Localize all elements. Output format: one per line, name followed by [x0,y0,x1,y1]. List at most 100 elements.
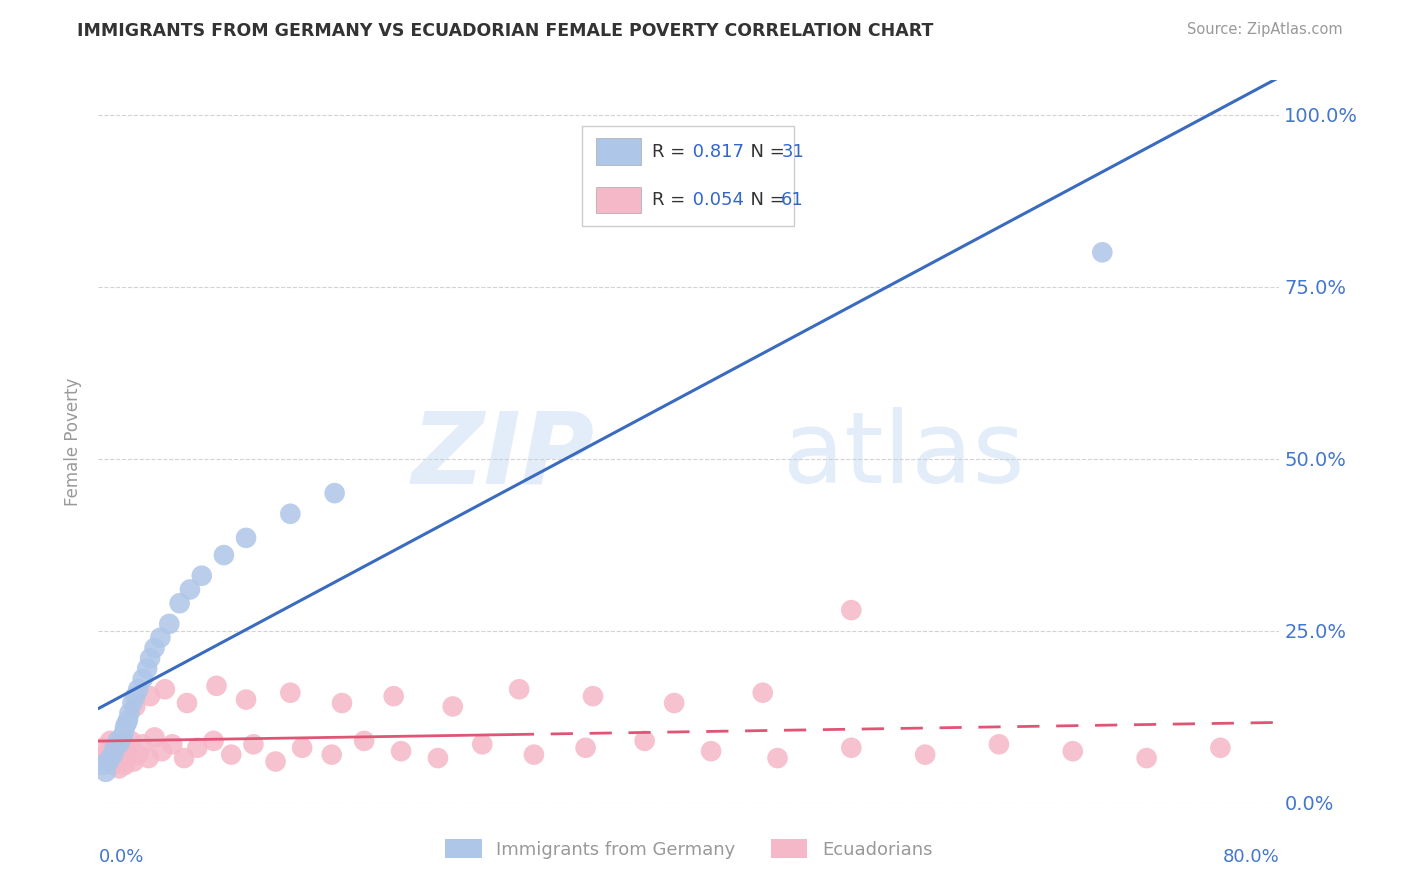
Point [107,734,129,748]
Text: N =: N = [740,143,790,161]
Point [115,716,138,731]
Point [186,740,208,755]
Point [149,631,172,645]
Point [382,689,405,703]
Point [124,699,146,714]
Point [264,755,287,769]
Point [752,686,775,700]
Point [111,755,134,769]
Text: 0.054: 0.054 [688,191,744,209]
Point [91,740,114,755]
Point [104,744,127,758]
Text: R =: R = [652,191,690,209]
Point [179,582,201,597]
Point [117,713,139,727]
Point [176,696,198,710]
Point [120,734,142,748]
Point [110,747,132,762]
Point [97,755,120,769]
Point [205,679,228,693]
Point [508,682,530,697]
Text: 0.817: 0.817 [688,143,744,161]
Point [441,699,464,714]
Point [841,603,863,617]
Point [98,734,121,748]
Point [143,640,166,655]
Text: R =: R = [652,143,690,161]
Point [94,755,117,769]
Point [914,747,936,762]
Point [353,734,375,748]
Point [242,737,264,751]
Point [1091,245,1114,260]
Point [471,737,494,751]
Text: Source: ZipAtlas.com: Source: ZipAtlas.com [1187,22,1343,37]
Point [132,672,155,686]
Point [108,737,131,751]
Point [1136,751,1159,765]
Point [700,744,723,758]
Point [124,689,146,703]
Point [988,737,1011,751]
Point [280,507,302,521]
Point [105,751,128,765]
Point [115,751,138,765]
Point [121,696,143,710]
Point [173,751,195,765]
Point [103,747,125,762]
Point [114,758,136,772]
Point [117,744,139,758]
Point [427,751,450,765]
Text: N =: N = [740,191,790,209]
Point [111,731,134,745]
Point [96,747,118,762]
Point [235,531,257,545]
Point [575,740,598,755]
Point [841,740,863,755]
Point [114,720,136,734]
Point [191,568,214,582]
Point [94,764,117,779]
Point [664,696,686,710]
Text: IMMIGRANTS FROM GERMANY VS ECUADORIAN FEMALE POVERTY CORRELATION CHART: IMMIGRANTS FROM GERMANY VS ECUADORIAN FE… [77,22,934,40]
Point [107,737,129,751]
Point [280,686,302,700]
Point [157,616,180,631]
Point [321,747,343,762]
Text: 61: 61 [782,191,804,209]
Point [108,761,131,775]
Text: 0.0%: 0.0% [98,847,143,865]
Point [766,751,789,765]
Point [143,731,166,745]
Point [118,706,141,721]
Point [153,682,176,697]
Point [127,682,149,697]
Text: ZIP: ZIP [412,408,595,505]
Point [122,755,145,769]
Point [136,662,159,676]
Point [132,737,155,751]
Point [323,486,346,500]
Text: atlas: atlas [783,408,1025,505]
Point [235,692,257,706]
Point [139,651,162,665]
Point [150,744,173,758]
Point [634,734,657,748]
Point [389,744,412,758]
Point [127,747,149,762]
Point [91,758,114,772]
Point [98,751,121,765]
Point [291,740,314,755]
Point [162,737,183,751]
Y-axis label: Female Poverty: Female Poverty [65,377,83,506]
Point [1209,740,1232,755]
Point [112,740,135,755]
Point [138,751,160,765]
Text: 31: 31 [782,143,804,161]
Point [523,747,546,762]
Point [139,689,162,703]
Legend: Immigrants from Germany, Ecuadorians: Immigrants from Germany, Ecuadorians [439,832,939,866]
Point [169,596,191,610]
Point [202,734,225,748]
Point [1062,744,1084,758]
